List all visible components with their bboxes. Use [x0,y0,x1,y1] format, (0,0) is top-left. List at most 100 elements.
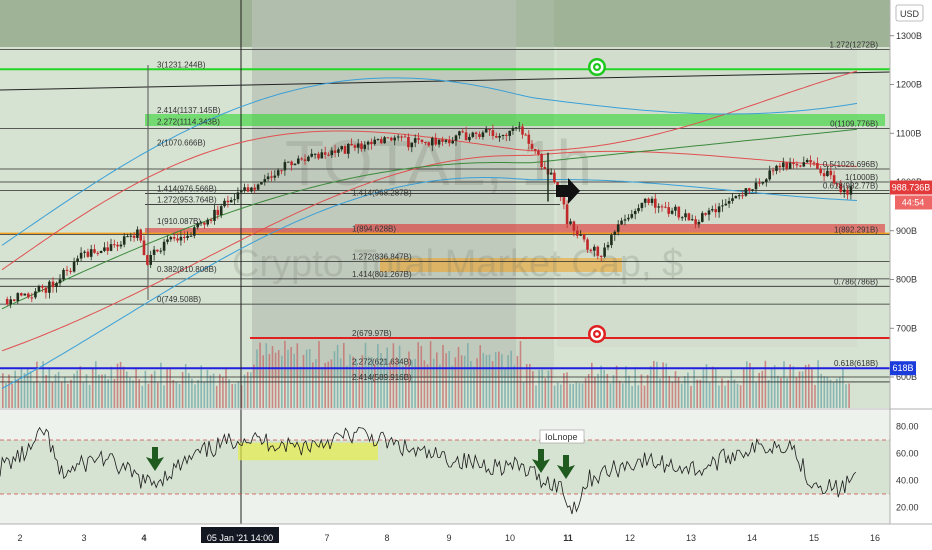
candle-body [562,197,566,205]
volume-bar [476,358,478,408]
candle-body [799,165,802,167]
time-tick-label: 2 [17,533,22,543]
volume-bar [808,364,810,408]
volume-bar [73,373,75,408]
price-axis-background [890,0,932,550]
fib-label-middle: 1(894.628B) [352,224,396,233]
volume-bar [98,374,100,408]
rsi-tick-label: 60.00 [896,449,919,459]
volume-bar [426,364,429,408]
volume-bar [606,374,609,408]
candle-body [454,135,458,141]
time-tick-label: 15 [809,533,819,543]
candle-body [826,170,829,177]
candle-body [643,198,647,203]
marked-level-label: 618B [892,363,913,373]
currency-label: USD [900,9,920,19]
volume-bar [777,375,779,408]
candle-body [751,189,754,191]
candle-body [196,223,199,228]
volume-bar [498,351,500,408]
volume-bar [823,376,826,408]
candle-body [727,201,731,204]
volume-bar [209,375,212,408]
candle-body [243,187,246,191]
fib-label-right: 0.618(618B) [834,359,878,368]
candle-body [498,136,501,138]
candle-body [684,213,687,218]
candle-body [593,246,596,251]
candle-body [741,195,744,197]
candle-body [310,153,313,157]
volume-bar [482,352,485,408]
volume-bar [200,365,202,408]
candle-body [717,206,721,213]
candle-body [484,129,488,133]
volume-bar [842,368,844,408]
volume-bar [770,368,773,408]
candle-body [478,134,481,137]
volume-bar [237,381,240,408]
volume-bar [715,369,717,408]
candle-body [501,134,505,136]
candle-body [400,136,403,138]
volume-bar [742,367,745,408]
volume-bar [259,342,261,408]
candle-body [166,239,169,242]
volume-bar [246,372,249,408]
price-tick-label: 900B [896,226,917,236]
candle-body [203,222,206,225]
candle-body [758,182,761,184]
volume-bar [2,373,4,408]
candle-body [511,127,515,131]
volume-bar [194,384,196,408]
candle-body [240,190,243,193]
volume-bar [274,352,277,408]
candle-body [537,150,540,155]
candle-body [76,258,79,262]
candle-body [417,138,420,140]
volume-bar [761,370,764,408]
current-price-label: 988.736B [892,183,931,193]
candle-body [246,187,250,192]
candle-body [16,293,20,302]
candle-body [514,127,518,129]
candle-body [488,129,491,131]
fib-label-middle: 2.272(621.634B) [352,358,412,367]
volume-bar [535,385,537,408]
volume-bar [141,385,144,408]
volume-bar [615,365,618,408]
time-tick-label: 14 [747,533,757,543]
candle-body [119,244,123,247]
volume-bar [491,361,494,408]
volume-bar [181,372,184,408]
candle-body [822,173,826,177]
candle-body [785,162,788,169]
volume-bar [494,352,497,408]
right-zone [557,47,857,347]
rsi-tick-label: 80.00 [896,422,919,432]
candle-body [34,291,37,298]
volume-bar [33,381,35,408]
candle-body [373,139,376,145]
candle-body [113,244,116,246]
volume-bar [640,374,643,408]
volume-bar [436,352,438,408]
volume-bar [699,379,702,408]
candle-body [508,130,511,136]
candle-body [819,168,822,174]
volume-bar [674,371,677,408]
volume-bar [414,359,416,408]
volume-bar [708,382,711,408]
volume-bar [755,382,757,408]
candle-body [427,142,431,146]
volume-bar [284,340,286,408]
candle-body [627,217,630,220]
candle-body [199,222,203,224]
volume-bar [82,382,85,408]
candle-body [687,213,691,221]
volume-bar [8,374,10,408]
volume-bar [327,361,330,408]
candle-body [407,137,410,148]
